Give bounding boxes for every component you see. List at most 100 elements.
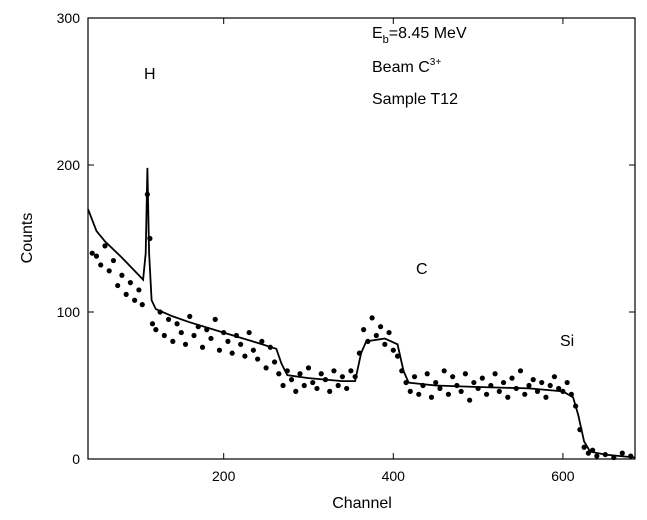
data-point [327, 388, 333, 394]
data-point [255, 356, 261, 362]
data-point [280, 382, 286, 389]
data-point [132, 297, 138, 303]
data-point [496, 388, 502, 394]
data-point [242, 353, 248, 359]
data-point [547, 382, 553, 389]
beam-sup: 3+ [430, 57, 442, 68]
data-point [246, 329, 252, 336]
data-point [462, 371, 468, 377]
data-point [543, 394, 549, 400]
energy-rest: =8.45 MeV [389, 25, 467, 42]
data-point [153, 327, 159, 333]
data-point [139, 302, 145, 308]
x-tick-label: 200 [212, 468, 236, 484]
data-point [115, 282, 121, 289]
data-point [191, 332, 197, 339]
data-point [259, 338, 265, 344]
data-point [348, 368, 354, 374]
data-point [390, 347, 396, 353]
data-point [149, 321, 156, 327]
data-point [433, 379, 439, 386]
data-point [373, 332, 379, 339]
data-point [344, 385, 350, 392]
peak-label: C [416, 261, 428, 278]
data-point [314, 385, 320, 392]
data-point [581, 444, 587, 450]
data-point [199, 344, 206, 350]
sample-label: Sample T12 [372, 91, 458, 108]
data-point [335, 382, 341, 389]
data-point [174, 321, 180, 327]
data-point [187, 313, 193, 320]
data-point [394, 353, 401, 359]
data-point [250, 347, 256, 353]
data-point [471, 379, 477, 386]
data-point [89, 250, 95, 256]
y-axis-label: Counts [19, 213, 36, 264]
fit-line [87, 167, 636, 459]
y-tick-label: 300 [57, 10, 81, 26]
data-point [123, 291, 129, 297]
data-point [377, 324, 384, 330]
data-point [437, 385, 443, 392]
data-point [161, 332, 167, 339]
data-point [522, 391, 528, 397]
data-point [361, 327, 367, 333]
data-point [318, 371, 324, 377]
x-tick-label: 600 [551, 468, 575, 484]
y-tick-label: 100 [57, 304, 81, 320]
data-point [119, 272, 125, 278]
data-point [539, 379, 545, 386]
data-point [297, 371, 303, 377]
data-point [178, 329, 184, 336]
data-point [467, 397, 473, 403]
energy-label: Eb=8.45 MeV [372, 25, 467, 46]
data-point [424, 371, 430, 377]
data-point [339, 374, 346, 380]
data-point [136, 287, 142, 293]
data-point [182, 341, 189, 347]
data-point [594, 453, 600, 459]
plot-frame [87, 17, 636, 460]
energy-main: E [372, 25, 383, 42]
data-point [293, 388, 299, 394]
data-point [110, 257, 117, 264]
peak-label: H [144, 66, 156, 83]
data-point [165, 316, 172, 322]
data-point [382, 341, 388, 347]
data-point [98, 262, 104, 268]
data-point [564, 379, 570, 386]
data-point [212, 316, 218, 322]
data-point [450, 374, 456, 380]
data-point [229, 350, 235, 356]
data-point [492, 371, 498, 377]
data-point [106, 268, 112, 274]
beam-label: Beam C3+ [372, 57, 441, 76]
data-point [411, 374, 418, 380]
data-point [551, 374, 558, 380]
data-point [509, 375, 515, 381]
data-point [301, 382, 307, 389]
data-point [170, 338, 176, 344]
data-point [445, 391, 452, 397]
data-point [526, 382, 532, 389]
data-point [93, 253, 100, 259]
data-point [127, 280, 134, 286]
energy-sub: b [383, 34, 389, 46]
beam-main: Beam C [372, 59, 430, 76]
data-point [305, 365, 312, 371]
data-point [500, 379, 507, 386]
peak-label: Si [560, 333, 574, 350]
data-point [208, 335, 214, 342]
data-point [428, 394, 435, 400]
data-point [102, 243, 108, 249]
data-point [276, 371, 282, 377]
data-point [483, 391, 490, 397]
data-point [458, 388, 464, 394]
data-point [238, 341, 244, 347]
data-point [216, 347, 223, 353]
data-point [505, 394, 511, 400]
data-point [416, 391, 422, 397]
data-point [310, 379, 316, 386]
x-tick-label: 400 [382, 468, 406, 484]
